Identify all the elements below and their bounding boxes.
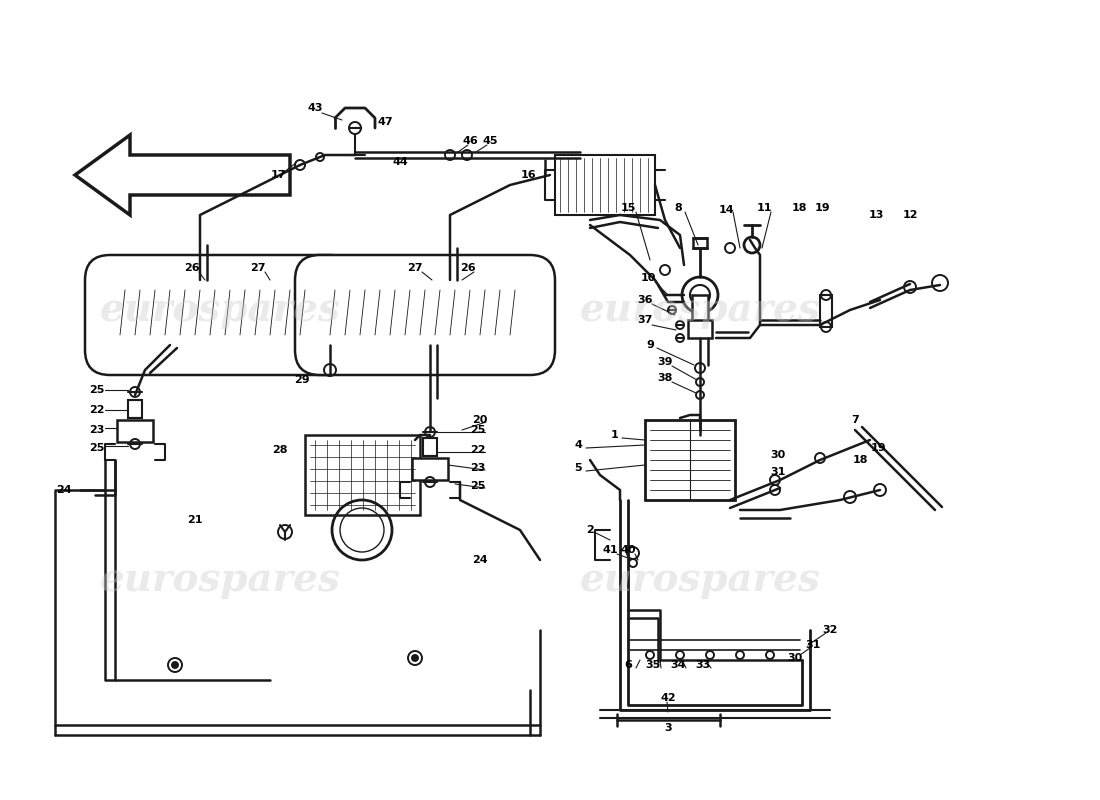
Bar xyxy=(412,458,448,480)
Text: 3: 3 xyxy=(664,723,672,733)
Text: 38: 38 xyxy=(658,373,673,383)
Text: 25: 25 xyxy=(471,481,486,491)
Text: 18: 18 xyxy=(791,203,806,213)
Text: 18: 18 xyxy=(852,455,868,465)
Text: 20: 20 xyxy=(472,415,487,425)
Text: 30: 30 xyxy=(770,450,785,460)
Text: 39: 39 xyxy=(658,357,673,367)
Text: 33: 33 xyxy=(695,660,711,670)
Text: 4: 4 xyxy=(574,440,582,450)
Text: 25: 25 xyxy=(471,425,486,435)
Polygon shape xyxy=(75,135,290,215)
Text: 19: 19 xyxy=(870,443,886,453)
Text: eurospares: eurospares xyxy=(100,561,340,599)
Text: 17: 17 xyxy=(271,170,286,180)
Text: 31: 31 xyxy=(770,467,785,477)
Bar xyxy=(117,420,153,442)
Text: 31: 31 xyxy=(805,640,821,650)
Text: 47: 47 xyxy=(377,117,393,127)
Text: 7: 7 xyxy=(851,415,859,425)
Text: 16: 16 xyxy=(520,170,536,180)
Text: 30: 30 xyxy=(788,653,803,663)
Text: 8: 8 xyxy=(674,203,682,213)
Text: eurospares: eurospares xyxy=(100,291,340,329)
Text: 5: 5 xyxy=(574,463,582,473)
Text: 28: 28 xyxy=(273,445,288,455)
Text: 12: 12 xyxy=(902,210,917,220)
Text: 35: 35 xyxy=(646,660,661,670)
Bar xyxy=(128,400,142,418)
Text: 2: 2 xyxy=(586,525,594,535)
Text: 15: 15 xyxy=(620,203,636,213)
Text: 43: 43 xyxy=(307,103,322,113)
Bar xyxy=(645,420,735,500)
Text: 10: 10 xyxy=(640,273,656,283)
Text: 26: 26 xyxy=(460,263,476,273)
Text: 14: 14 xyxy=(718,205,734,215)
Text: 34: 34 xyxy=(670,660,685,670)
Text: 22: 22 xyxy=(471,445,486,455)
Text: 26: 26 xyxy=(184,263,200,273)
Text: 21: 21 xyxy=(187,515,202,525)
Text: 1: 1 xyxy=(612,430,619,440)
Text: 23: 23 xyxy=(89,425,104,435)
Text: 46: 46 xyxy=(462,136,477,146)
Bar xyxy=(556,155,654,215)
Bar xyxy=(820,295,832,327)
Text: 44: 44 xyxy=(392,157,408,167)
Text: 32: 32 xyxy=(823,625,838,635)
Bar xyxy=(693,238,707,248)
Text: eurospares: eurospares xyxy=(580,291,821,329)
Bar xyxy=(688,320,712,338)
Text: 40: 40 xyxy=(620,545,636,555)
Text: 9: 9 xyxy=(646,340,653,350)
Text: 11: 11 xyxy=(757,203,772,213)
Text: 19: 19 xyxy=(815,203,830,213)
Text: 45: 45 xyxy=(482,136,497,146)
Text: 6: 6 xyxy=(624,660,631,670)
Text: 13: 13 xyxy=(868,210,883,220)
Bar xyxy=(692,295,708,325)
Circle shape xyxy=(412,655,418,661)
Circle shape xyxy=(172,662,178,668)
Text: 37: 37 xyxy=(637,315,652,325)
Text: 24: 24 xyxy=(56,485,72,495)
Text: 27: 27 xyxy=(251,263,266,273)
Text: 25: 25 xyxy=(89,385,104,395)
Text: 29: 29 xyxy=(294,375,310,385)
Text: 27: 27 xyxy=(407,263,422,273)
Text: 36: 36 xyxy=(637,295,652,305)
FancyBboxPatch shape xyxy=(295,255,556,375)
FancyBboxPatch shape xyxy=(85,255,355,375)
Text: 22: 22 xyxy=(89,405,104,415)
Bar xyxy=(305,435,420,515)
Text: 23: 23 xyxy=(471,463,486,473)
Text: 24: 24 xyxy=(472,555,487,565)
Bar xyxy=(424,438,437,456)
Text: eurospares: eurospares xyxy=(580,561,821,599)
Text: 25: 25 xyxy=(89,443,104,453)
Text: 41: 41 xyxy=(602,545,618,555)
Text: 42: 42 xyxy=(660,693,675,703)
